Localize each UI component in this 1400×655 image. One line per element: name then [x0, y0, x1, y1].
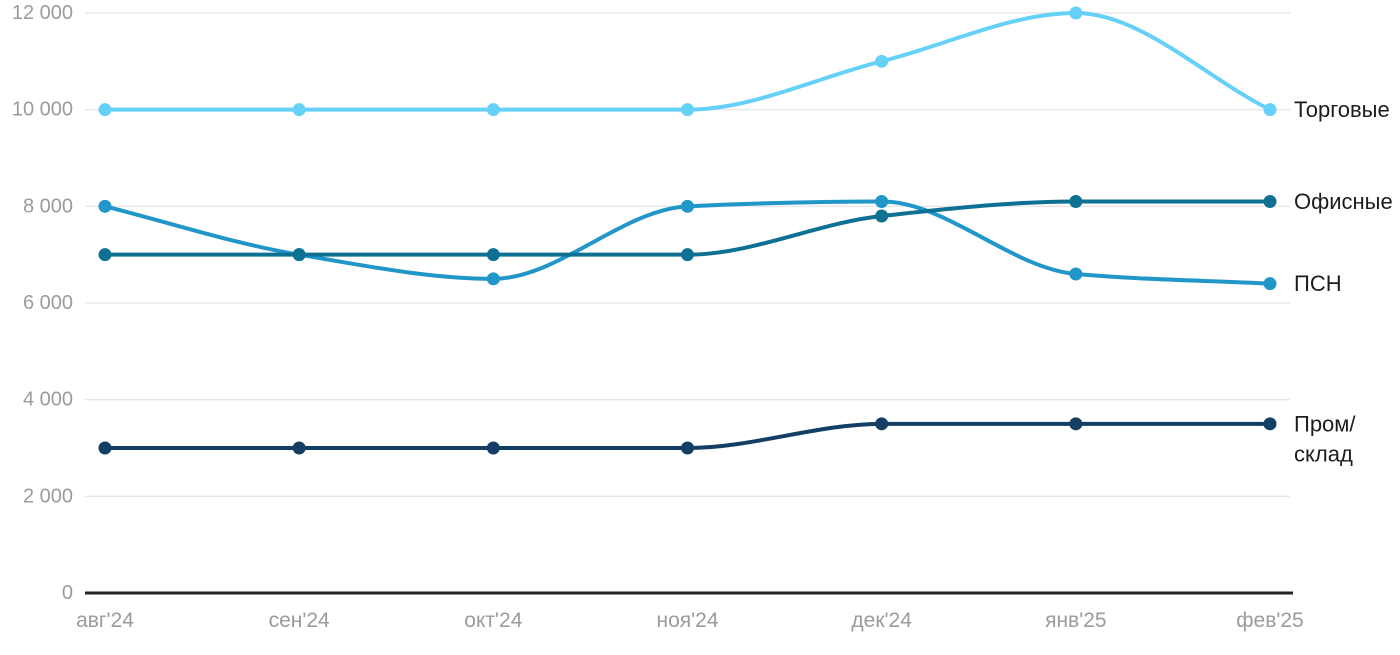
series-end-label: ПСН [1294, 271, 1342, 296]
y-axis-tick-label: 4 000 [23, 389, 73, 411]
y-axis-tick-label: 12 000 [12, 2, 73, 24]
series-line [103, 10, 1272, 112]
series-line [103, 199, 1272, 286]
series-point [486, 272, 500, 286]
series-point [681, 103, 694, 117]
series-point [98, 441, 112, 455]
series-point [486, 103, 500, 117]
series-0: Торговые [98, 6, 1390, 122]
series-3: Пром/склад [98, 411, 1356, 466]
series-point [486, 248, 500, 262]
series-end-label: склад [1294, 441, 1353, 466]
series-point [98, 248, 112, 262]
series-point [875, 417, 889, 431]
series-point [1069, 6, 1083, 20]
y-axis-tick-label: 6 000 [23, 292, 73, 314]
series-end-label: Офисные [1294, 189, 1393, 214]
x-axis-tick-label: янв'25 [1045, 609, 1107, 632]
x-axis-tick-label: ноя'24 [656, 609, 718, 632]
series-point [875, 195, 889, 208]
y-axis-tick-label: 2 000 [23, 485, 73, 507]
series-point [486, 441, 500, 455]
x-axis-tick-label: авг'24 [76, 609, 134, 632]
series-point [1069, 195, 1083, 208]
series-point [1069, 267, 1083, 281]
series-point [292, 248, 306, 262]
series-end-label: Торговые [1294, 97, 1390, 122]
series-point [292, 441, 306, 455]
series-point [681, 248, 694, 262]
series-point [1263, 277, 1277, 291]
series-point [875, 54, 889, 68]
series-point [1263, 195, 1277, 208]
series-end-label: Пром/ [1294, 411, 1356, 436]
x-axis-tick-label: сен'24 [269, 609, 330, 632]
y-axis-tick-label: 10 000 [12, 99, 73, 121]
series-1: ПСН [98, 195, 1342, 296]
series-2: Офисные [98, 189, 1393, 262]
series-point [98, 199, 112, 213]
x-axis-tick-label: фев'25 [1236, 609, 1303, 632]
series-point [98, 103, 112, 117]
series-point [1069, 417, 1083, 431]
y-axis-tick-label: 8 000 [23, 195, 73, 217]
series-point [681, 199, 694, 213]
series-point [1263, 417, 1277, 431]
x-axis-tick-label: окт'24 [464, 609, 522, 632]
y-axis-tick-label: 0 [62, 582, 73, 604]
series-point [1263, 103, 1277, 117]
series-point [875, 209, 889, 223]
series-point [681, 441, 694, 455]
x-axis-tick-label: дек'24 [851, 609, 912, 632]
series-point [292, 103, 306, 117]
